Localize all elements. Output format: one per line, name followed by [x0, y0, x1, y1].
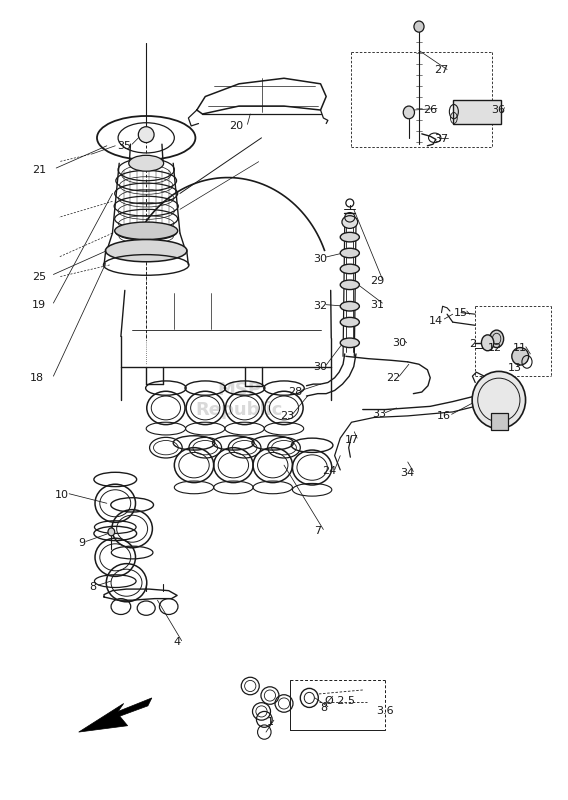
Ellipse shape	[106, 239, 187, 262]
Text: 12: 12	[488, 343, 502, 354]
Text: 31: 31	[370, 300, 384, 310]
Ellipse shape	[340, 318, 360, 327]
Text: 28: 28	[288, 387, 302, 397]
Text: 14: 14	[429, 315, 443, 326]
Ellipse shape	[490, 330, 504, 347]
Text: 13: 13	[508, 363, 521, 374]
Ellipse shape	[403, 106, 415, 118]
Ellipse shape	[340, 232, 360, 242]
Text: 32: 32	[314, 302, 328, 311]
Ellipse shape	[340, 248, 360, 258]
Polygon shape	[79, 698, 152, 732]
Text: 30: 30	[314, 254, 328, 263]
Text: 16: 16	[437, 411, 452, 421]
Text: MSP
Republic: MSP Republic	[195, 381, 283, 419]
Bar	[491, 413, 508, 430]
Text: 27: 27	[435, 66, 449, 75]
Text: 25: 25	[32, 272, 47, 282]
Text: 23: 23	[280, 411, 294, 421]
Text: 7: 7	[314, 526, 321, 536]
Text: 29: 29	[370, 276, 384, 286]
Text: 35: 35	[116, 141, 131, 150]
Ellipse shape	[482, 335, 494, 350]
Text: 21: 21	[32, 165, 47, 174]
Ellipse shape	[108, 528, 115, 536]
Ellipse shape	[139, 126, 154, 142]
Text: 19: 19	[32, 300, 47, 310]
Text: 3.6: 3.6	[377, 706, 394, 717]
Text: 11: 11	[513, 343, 527, 354]
Ellipse shape	[115, 222, 178, 239]
Text: 17: 17	[344, 434, 358, 445]
Ellipse shape	[414, 21, 424, 32]
Ellipse shape	[340, 264, 360, 274]
Text: 36: 36	[491, 105, 505, 115]
Ellipse shape	[472, 371, 525, 429]
Text: 1: 1	[266, 717, 273, 726]
Text: 10: 10	[55, 490, 69, 500]
Text: 2: 2	[469, 339, 476, 350]
Text: 30: 30	[392, 338, 406, 348]
Text: 37: 37	[435, 134, 449, 145]
Text: 4: 4	[174, 638, 181, 647]
Text: 22: 22	[387, 373, 401, 382]
Text: 9: 9	[78, 538, 85, 548]
Ellipse shape	[340, 302, 360, 311]
Ellipse shape	[342, 216, 358, 229]
Ellipse shape	[129, 155, 164, 171]
Text: 15: 15	[454, 308, 468, 318]
Text: 30: 30	[314, 362, 328, 372]
Ellipse shape	[340, 280, 360, 290]
Text: 18: 18	[30, 373, 44, 382]
Text: 8: 8	[320, 703, 327, 714]
Text: 26: 26	[423, 105, 437, 115]
Text: 8: 8	[89, 582, 97, 592]
Text: 24: 24	[322, 466, 336, 477]
Text: 34: 34	[400, 468, 415, 478]
Text: 20: 20	[229, 121, 243, 131]
Ellipse shape	[340, 338, 360, 347]
Text: Ø 2.5: Ø 2.5	[325, 695, 355, 706]
Bar	[453, 100, 500, 123]
Ellipse shape	[512, 347, 529, 365]
Text: 33: 33	[373, 410, 387, 419]
